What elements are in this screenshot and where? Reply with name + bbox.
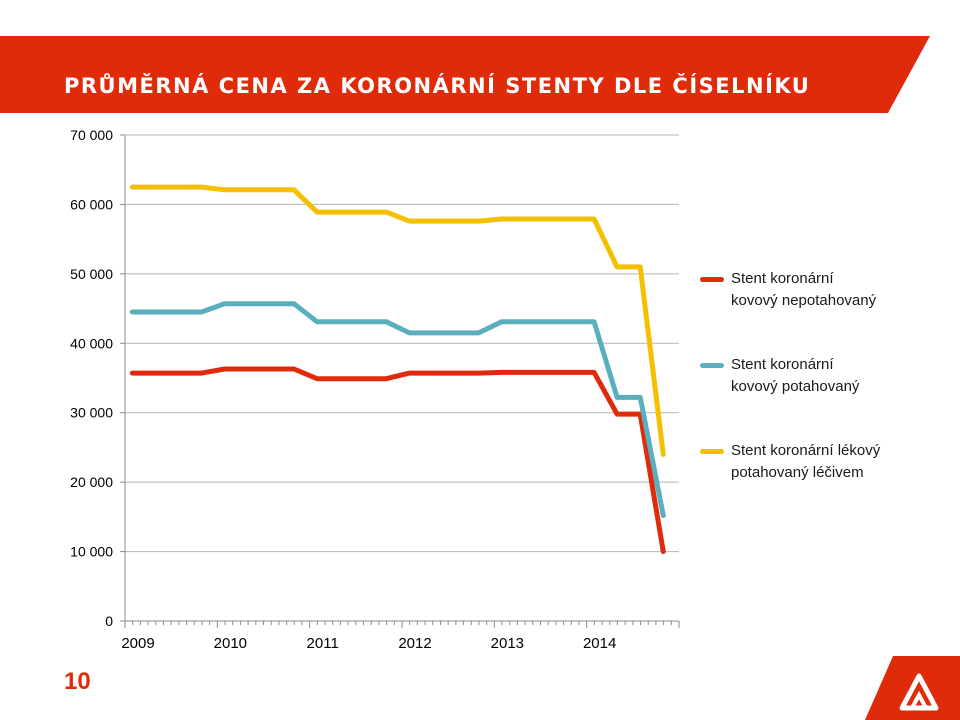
y-tick-label: 40 000 — [70, 335, 113, 351]
y-tick-label: 50 000 — [70, 266, 113, 282]
y-tick-label: 70 000 — [70, 127, 113, 143]
slide-title: PRŮMĚRNÁ CENA ZA KORONÁRNÍ STENTY DLE ČÍ… — [64, 74, 811, 98]
page-number: 10 — [64, 668, 91, 695]
series-line — [129, 366, 666, 555]
title-banner — [0, 36, 930, 113]
legend-label: Stent koronární kovový potahovaný — [731, 356, 860, 395]
y-tick-label: 0 — [105, 613, 113, 629]
y-tick-label: 20 000 — [70, 474, 113, 490]
x-tick-label: 2013 — [491, 635, 524, 652]
legend-label: Stent koronární lékový potahovaný léčive… — [731, 442, 881, 481]
legend-label: Stent koronární kovový nepotahovaný — [731, 270, 877, 309]
y-tick-label: 10 000 — [70, 544, 113, 560]
legend-swatch-teal — [700, 363, 724, 368]
series-line — [129, 301, 666, 518]
x-tick-label: 2014 — [583, 635, 616, 652]
x-tick-label: 2010 — [214, 635, 247, 652]
series-line — [129, 184, 666, 457]
y-tick-label: 30 000 — [70, 405, 113, 421]
x-tick-label: 2011 — [307, 635, 339, 652]
x-tick-label: 2012 — [398, 635, 431, 652]
logo-icon — [865, 656, 960, 720]
legend-swatch-red — [700, 277, 724, 282]
x-tick-label: 2009 — [121, 635, 154, 652]
y-tick-label: 60 000 — [70, 196, 113, 212]
legend-swatch-yellow — [700, 449, 724, 454]
